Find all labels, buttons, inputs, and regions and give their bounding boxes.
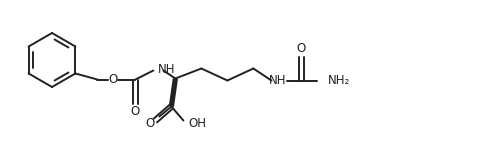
- Text: NH: NH: [157, 63, 175, 76]
- Text: NH: NH: [269, 74, 286, 87]
- Text: O: O: [109, 73, 118, 86]
- Text: O: O: [131, 105, 140, 118]
- Text: NH₂: NH₂: [327, 74, 349, 87]
- Text: O: O: [297, 42, 306, 55]
- Text: OH: OH: [188, 117, 206, 130]
- Text: O: O: [146, 117, 155, 130]
